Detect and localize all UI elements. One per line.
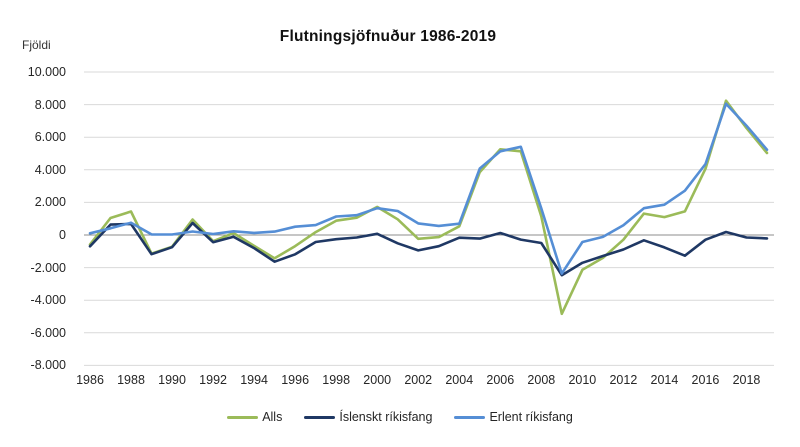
y-axis-tick-label: -8.000 (30, 358, 66, 373)
legend-label: Erlent ríkisfang (489, 410, 573, 424)
x-axis-tick-label: 2006 (486, 373, 515, 387)
x-axis-tick-label: 1986 (76, 373, 104, 387)
x-axis-tick-label: 2002 (404, 373, 433, 387)
y-axis-tick-label: -2.000 (30, 260, 66, 275)
x-axis-tick-label: 1998 (322, 373, 351, 387)
x-axis-tick-label: 2016 (691, 373, 720, 387)
y-axis-tick-label: 10.000 (27, 65, 66, 79)
y-axis-tick-label: 6.000 (34, 130, 66, 145)
x-axis-tick-label: 2014 (650, 373, 679, 387)
x-axis-tick-label: 2008 (527, 373, 556, 387)
y-axis-tick-label: 0 (59, 228, 66, 242)
legend-label: Íslenskt ríkisfang (339, 410, 433, 424)
x-axis-tick-label: 1994 (240, 373, 269, 387)
chart-title: Flutningsjöfnuður 1986-2019 (279, 28, 497, 45)
x-axis-tick-label: 1992 (199, 373, 227, 387)
legend-item-erlent-rikisfang: Erlent ríkisfang (454, 408, 573, 426)
legend: Alls Íslenskt ríkisfang Erlent ríkisfang (0, 407, 800, 427)
x-axis-tick-label: 1990 (158, 373, 186, 387)
x-axis-tick-label: 2000 (363, 373, 392, 387)
y-axis-tick-label: 4.000 (34, 162, 66, 177)
y-axis-tick-label: 8.000 (34, 97, 66, 112)
series-line-alls (88, 99, 769, 316)
legend-line-swatch-blue (454, 415, 486, 419)
legend-line-swatch-green (227, 415, 259, 419)
x-axis-tick-label: 1996 (281, 373, 310, 387)
legend-label: Alls (262, 410, 283, 424)
x-axis-tick-label: 2010 (568, 373, 597, 387)
y-axis-unit-label: Fjöldi (22, 38, 51, 52)
x-axis-tick-label: 2012 (609, 373, 638, 387)
y-axis-tick-label: -4.000 (30, 293, 66, 308)
y-axis-tick-label: 2.000 (34, 195, 66, 210)
legend-item-alls: Alls (227, 408, 282, 426)
x-axis-tick-label: 2018 (732, 373, 761, 387)
series-line-erlent-r-kisfang (88, 102, 769, 275)
y-axis-tick-label: -6.000 (30, 325, 66, 340)
x-axis-tick-label: 2004 (445, 373, 474, 387)
legend-item-islenskt-rikisfang: Íslenskt ríkisfang (304, 408, 432, 426)
legend-line-swatch-navy (304, 415, 336, 419)
x-axis-tick-label: 1988 (117, 373, 145, 387)
